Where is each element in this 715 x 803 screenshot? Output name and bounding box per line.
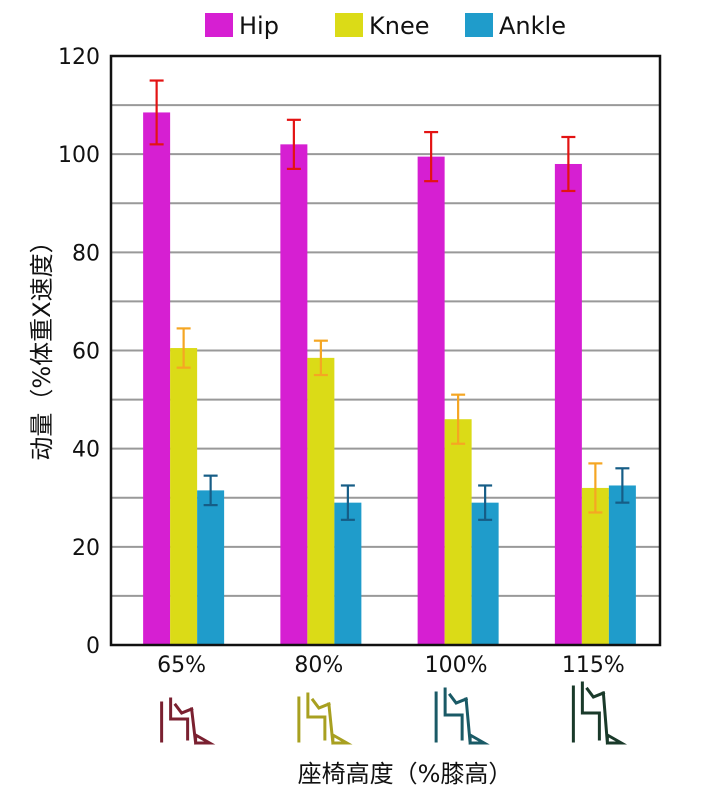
y-tick-label: 60 xyxy=(72,340,100,365)
bar-knee xyxy=(307,357,335,645)
bar-hip xyxy=(280,144,308,645)
y-tick-label: 20 xyxy=(72,536,100,561)
bar-knee xyxy=(444,419,472,645)
error-bar-hip xyxy=(561,135,576,193)
bar-knee xyxy=(170,348,198,645)
y-tick-label: 120 xyxy=(58,45,100,70)
legend-label: Knee xyxy=(369,12,429,40)
bar-hip xyxy=(143,112,171,646)
x-tick-label: 80% xyxy=(294,653,343,678)
legend-label: Hip xyxy=(239,12,279,40)
plot-frame xyxy=(109,54,662,647)
error-bar-hip xyxy=(424,130,439,183)
seated-figure-icon xyxy=(160,697,216,745)
y-tick-label: 100 xyxy=(58,143,100,168)
y-tick-label: 40 xyxy=(72,438,100,463)
seated-figure-icon xyxy=(297,692,353,745)
y-tick-labels: 0 20 40 60 80 100 120 xyxy=(58,45,100,659)
bar-hip xyxy=(554,163,582,645)
bar-ankle xyxy=(471,502,499,645)
bar-ankle xyxy=(334,502,362,645)
legend-swatch xyxy=(465,13,493,37)
legend-swatch xyxy=(335,13,363,37)
legend: Hip Knee Ankle xyxy=(205,12,566,40)
legend-item-hip: Hip xyxy=(205,12,279,40)
error-bar-ankle xyxy=(203,474,218,507)
error-bar-ankle xyxy=(478,484,493,521)
error-bar-hip xyxy=(149,79,164,146)
x-tick-labels: 65% 80% 100% 115% xyxy=(157,653,625,678)
legend-swatch xyxy=(205,13,233,37)
x-tick-label: 115% xyxy=(562,653,625,678)
seated-figure-icon xyxy=(434,687,490,745)
bar-hip xyxy=(417,156,445,645)
bar-ankle xyxy=(608,485,636,645)
legend-label: Ankle xyxy=(499,12,566,40)
bar-ankle xyxy=(197,490,225,645)
seated-figure-icon xyxy=(571,681,628,745)
error-bar-knee xyxy=(176,327,191,369)
error-bar-ankle xyxy=(340,484,355,521)
bars xyxy=(143,112,636,646)
error-bars xyxy=(149,79,630,521)
error-bar-hip xyxy=(286,118,301,170)
y-axis-title: 动量（%体重X速度） xyxy=(28,229,56,460)
y-tick-label: 80 xyxy=(72,241,100,266)
legend-item-ankle: Ankle xyxy=(465,12,566,40)
error-bar-ankle xyxy=(615,467,630,504)
y-tick-label: 0 xyxy=(86,634,100,659)
error-bar-knee xyxy=(588,462,603,514)
x-axis-title: 座椅高度（%膝高） xyxy=(298,760,513,788)
x-tick-label: 100% xyxy=(425,653,488,678)
seat-height-icons xyxy=(160,681,628,745)
x-tick-label: 65% xyxy=(157,653,206,678)
bar-knee xyxy=(581,487,609,645)
error-bar-knee xyxy=(313,339,328,377)
legend-item-knee: Knee xyxy=(335,12,429,40)
error-bar-knee xyxy=(451,393,466,445)
